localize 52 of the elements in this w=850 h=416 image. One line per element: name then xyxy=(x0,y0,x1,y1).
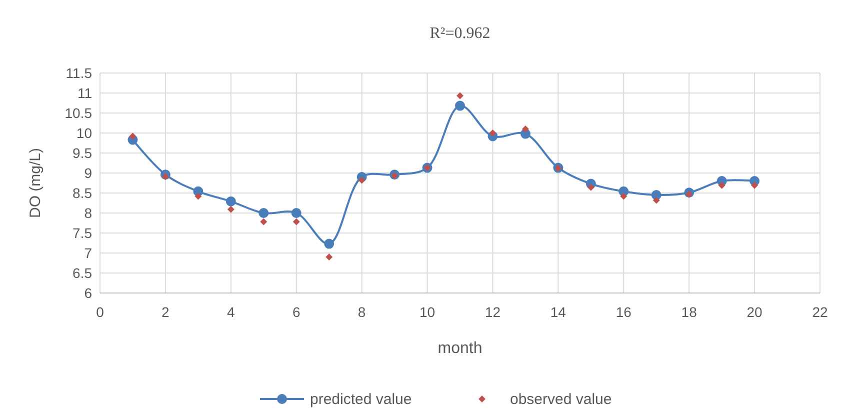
x-tick-label: 0 xyxy=(96,304,104,320)
point xyxy=(194,192,202,200)
point xyxy=(751,182,758,189)
x-tick-label: 18 xyxy=(681,304,698,320)
chart-title: R²=0.962 xyxy=(430,25,490,42)
x-tick-label: 20 xyxy=(746,304,763,320)
point xyxy=(587,184,594,191)
y-tick-label: 7.5 xyxy=(72,224,92,241)
point xyxy=(358,176,366,184)
point xyxy=(391,172,398,180)
y-axis-title: DO (mg/L) xyxy=(27,148,44,218)
y-tick-label: 11.5 xyxy=(66,64,92,81)
x-tick-label: 14 xyxy=(550,304,566,320)
point xyxy=(291,208,302,218)
point xyxy=(489,130,496,136)
y-tick-label: 8 xyxy=(84,204,92,221)
legend-label: observed value xyxy=(510,391,612,408)
y-tick-label: 7 xyxy=(84,244,92,261)
y-tick-label: 10 xyxy=(76,124,92,141)
point xyxy=(129,132,136,140)
y-tick-label: 6 xyxy=(84,284,92,301)
y-tick-label: 8.5 xyxy=(72,184,92,201)
y-tick-label: 9 xyxy=(84,164,92,181)
point xyxy=(260,218,268,226)
point xyxy=(227,206,234,213)
legend-label: predicted value xyxy=(310,391,412,408)
point xyxy=(652,196,660,204)
point xyxy=(258,208,269,218)
x-tick-label: 22 xyxy=(812,304,828,320)
point xyxy=(718,182,726,189)
x-axis-title: month xyxy=(438,340,482,357)
x-tick-label: 6 xyxy=(292,304,300,320)
x-tick-label: 10 xyxy=(419,304,436,320)
x-tick-label: 8 xyxy=(358,304,366,320)
x-tick-label: 12 xyxy=(484,304,501,320)
y-tick-label: 10.5 xyxy=(64,104,92,121)
point xyxy=(326,254,333,260)
point xyxy=(162,173,169,180)
point xyxy=(456,92,464,100)
point xyxy=(522,126,529,132)
y-tick-label: 11 xyxy=(77,84,92,101)
x-tick-label: 4 xyxy=(227,304,236,320)
point xyxy=(455,100,465,111)
point xyxy=(686,190,693,198)
point xyxy=(324,238,334,249)
point xyxy=(620,192,628,200)
y-tick-label: 9.5 xyxy=(72,144,92,161)
x-tick-label: 16 xyxy=(616,304,632,320)
point xyxy=(226,196,236,206)
y-tick-label: 6.5 xyxy=(72,264,92,281)
point xyxy=(292,218,300,226)
x-tick-label: 2 xyxy=(162,304,170,320)
